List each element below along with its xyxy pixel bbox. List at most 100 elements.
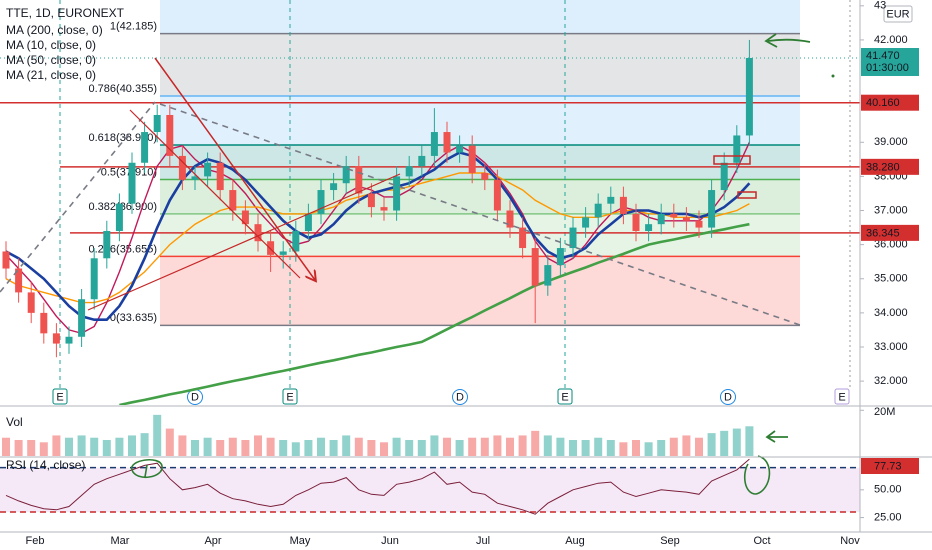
volume-bar (581, 440, 590, 456)
volume-bar (304, 440, 313, 456)
level-price-box (861, 94, 919, 111)
box-drawing (737, 191, 757, 199)
annotation-arrow (765, 430, 788, 443)
volume-bar (632, 440, 640, 456)
volume-bar (480, 437, 489, 456)
drawings (0, 33, 835, 326)
box-drawing (713, 155, 751, 165)
volume-bar (367, 440, 376, 456)
candle-body (191, 176, 199, 180)
annotation-circle (131, 458, 163, 478)
candle-body (229, 190, 237, 211)
x-tick-label: Feb (26, 535, 45, 547)
volume-bar (556, 437, 565, 456)
volume-bar (657, 440, 666, 456)
volume-bar (354, 437, 363, 456)
trend-arrow (154, 57, 315, 280)
x-tick-label: Jun (381, 535, 399, 547)
y-tick-label: 37.000 (874, 204, 908, 216)
candle-body (27, 292, 35, 313)
volume-pane (2, 414, 754, 456)
volume-bar (2, 437, 10, 456)
candle-body (115, 203, 123, 231)
candle-body (519, 227, 527, 249)
y-tick-label: 43 (874, 0, 886, 12)
candle-body (393, 176, 401, 211)
rsi-value-box (861, 458, 919, 474)
candle-body (745, 58, 753, 136)
candle-body (481, 172, 489, 180)
candle-body (682, 217, 690, 221)
y-tick-label: 25.00 (874, 511, 902, 523)
annotation-arrow (764, 33, 811, 48)
y-tick-label: 20M (874, 406, 895, 418)
candle-body (330, 183, 338, 191)
candle-body (645, 224, 653, 231)
y-tick-label: 42.000 (874, 34, 908, 46)
candle-body (506, 210, 514, 228)
legend-entry: MA (10, close, 0) (6, 38, 96, 52)
event-marker (720, 389, 736, 405)
x-tick-label: May (290, 535, 311, 547)
candle-body (556, 248, 564, 266)
volume-bar (241, 440, 250, 456)
candle-body (355, 166, 363, 194)
trend-line (129, 109, 301, 279)
trend-line (159, 103, 801, 326)
candle-body (582, 217, 590, 228)
candle-body (103, 230, 111, 259)
candle-body (531, 248, 539, 286)
y-tick-label: 36.000 (874, 239, 908, 251)
volume-bar (115, 437, 124, 456)
volume-bar (291, 442, 300, 456)
x-tick-label: Jul (476, 535, 490, 547)
candle-body (594, 203, 602, 218)
candle-body (178, 155, 186, 180)
volume-bar (317, 437, 325, 456)
volume-bar (695, 437, 703, 456)
volume-bar (531, 430, 540, 456)
fib-band (160, 96, 800, 146)
volume-bar (191, 440, 199, 456)
candle-body (418, 155, 426, 167)
candle-body (204, 162, 212, 177)
trend-line (0, 101, 156, 293)
x-tick-label: Aug (565, 535, 585, 547)
volume-bar (707, 433, 716, 456)
volume-bar (606, 440, 615, 456)
candle-body (544, 265, 552, 286)
fib-band (160, 33, 800, 97)
level-price-box (861, 158, 919, 175)
volume-bar (266, 437, 275, 456)
y-tick-label: 33.000 (874, 341, 908, 353)
x-tick-label: Sep (660, 535, 680, 547)
candle-body (317, 190, 325, 214)
currency-box (883, 5, 913, 23)
candle-body (267, 241, 275, 255)
candle-body (430, 132, 438, 156)
candle-body (153, 114, 161, 133)
candle-body (292, 230, 300, 252)
level-price-label: 36.345 (866, 227, 900, 239)
candle-body (720, 162, 728, 191)
legend-entry: MA (50, close, 0) (6, 53, 96, 67)
fib-band (160, 179, 800, 214)
rsi-band (0, 467, 860, 513)
candle-body (65, 336, 73, 344)
volume-bar (279, 440, 288, 456)
level-price-label: 40.160 (866, 97, 900, 109)
volume-bar (14, 440, 23, 456)
volume-bar (90, 437, 99, 456)
event-marker (557, 388, 573, 405)
candle-body (90, 258, 98, 300)
fib-label: 0.786(40.355) (89, 83, 158, 95)
volume-bar (102, 440, 111, 456)
annotation-circle (743, 455, 771, 495)
fib-label: 0(33.635) (110, 312, 157, 324)
volume-bar (619, 442, 628, 456)
event-marker (452, 389, 468, 405)
volume-bar (455, 440, 464, 456)
candle-body (254, 224, 262, 242)
